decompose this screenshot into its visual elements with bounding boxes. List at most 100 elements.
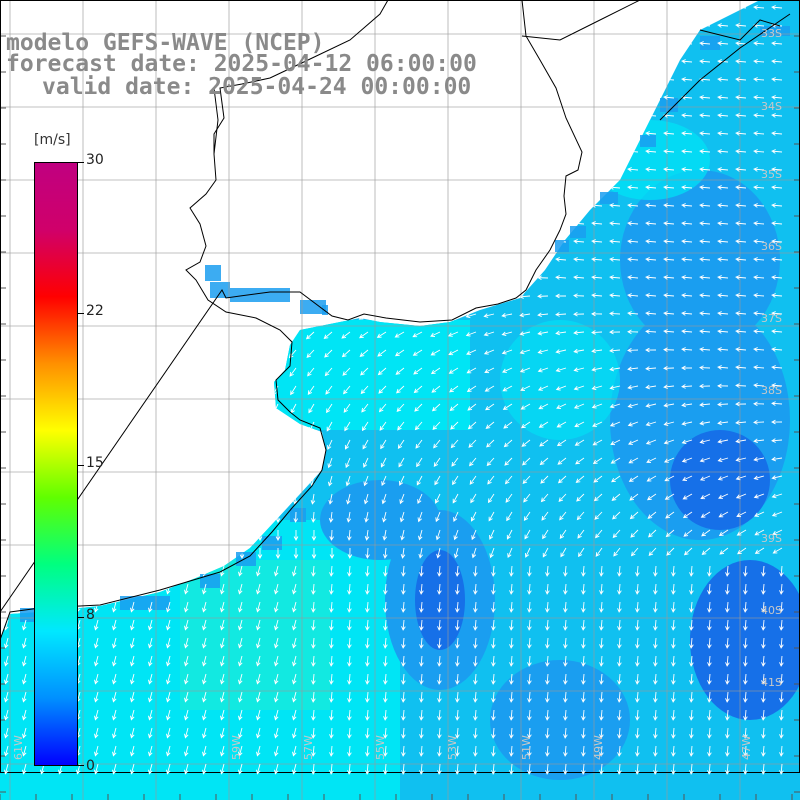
wind-arrow <box>520 403 531 410</box>
wind-arrow <box>202 745 207 757</box>
wind-arrow <box>181 295 189 305</box>
wind-arrow <box>339 223 351 228</box>
wind-arrow <box>699 185 711 190</box>
wind-arrow <box>291 421 297 433</box>
wind-arrow <box>232 223 243 230</box>
wind-arrow <box>77 458 83 469</box>
wind-arrow <box>599 727 604 739</box>
wind-arrow <box>329 637 334 649</box>
wind-arrow <box>131 530 137 541</box>
wind-arrow <box>573 185 585 190</box>
wind-arrow <box>627 311 639 316</box>
wind-arrow <box>321 223 333 228</box>
wind-arrow <box>112 637 117 649</box>
latitude-label: 40S <box>761 604 782 617</box>
wind-arrow <box>527 673 532 685</box>
colorbar-tick-mark <box>78 465 84 466</box>
wind-arrow <box>743 745 748 757</box>
wind-arrow <box>106 151 117 158</box>
wind-arrow <box>699 203 711 208</box>
wind-arrow <box>131 421 137 433</box>
wind-arrow <box>653 691 658 703</box>
wind-arrow <box>112 619 117 631</box>
wind-arrow <box>327 475 333 487</box>
wind-arrow <box>22 727 27 739</box>
wind-arrow <box>682 511 693 519</box>
wind-arrow <box>627 77 639 82</box>
wind-arrow <box>681 421 693 426</box>
wind-arrow <box>671 565 676 577</box>
wind-arrow <box>753 59 765 64</box>
wind-arrow <box>144 241 153 250</box>
wind-arrow <box>69 5 81 10</box>
wind-arrow <box>779 565 784 577</box>
wind-arrow <box>617 655 622 667</box>
wind-arrow <box>743 691 748 703</box>
wind-arrow <box>141 115 153 120</box>
wind-arrow <box>573 275 585 280</box>
wind-arrow <box>555 23 567 28</box>
wind-arrow <box>339 241 351 247</box>
wind-arrow <box>737 547 747 555</box>
wind-arrow <box>617 637 622 649</box>
wind-arrow <box>560 547 567 558</box>
wind-arrow <box>563 601 568 613</box>
wind-arrow <box>653 601 658 613</box>
wind-arrow <box>185 548 191 559</box>
wind-arrow <box>771 203 783 208</box>
wind-arrow <box>527 745 532 757</box>
wind-arrow <box>488 511 495 522</box>
wind-arrow <box>22 763 27 775</box>
wind-arrow <box>491 763 496 775</box>
wind-arrow <box>339 149 351 154</box>
wind-arrow <box>365 547 370 559</box>
wind-arrow <box>254 385 261 396</box>
wind-arrow <box>519 95 531 100</box>
wind-arrow <box>671 745 676 757</box>
wind-arrow <box>303 186 315 192</box>
wind-arrow <box>5 368 11 379</box>
wind-arrow <box>591 385 603 391</box>
wind-arrow <box>725 655 730 667</box>
wind-arrow <box>321 167 333 173</box>
wind-arrow <box>202 691 207 703</box>
wind-arrow <box>609 293 621 298</box>
wind-arrow <box>290 385 297 396</box>
wind-arrow <box>184 691 189 703</box>
wind-arrow <box>465 239 477 245</box>
wind-arrow <box>376 331 387 338</box>
wind-arrow <box>22 637 27 649</box>
wind-arrow <box>663 41 675 46</box>
wind-arrow <box>699 95 711 100</box>
wind-arrow <box>94 637 99 649</box>
wind-arrow <box>627 95 639 100</box>
wind-arrow <box>393 41 405 46</box>
wind-arrow <box>509 583 514 595</box>
wind-arrow <box>753 239 765 244</box>
wind-arrow <box>473 601 478 613</box>
wind-arrow <box>147 331 153 342</box>
wind-arrow <box>771 167 783 172</box>
wind-arrow <box>509 655 514 667</box>
wind-arrow <box>612 511 621 520</box>
wind-arrow <box>23 458 29 469</box>
wind-arrow <box>23 476 29 487</box>
wind-arrow <box>717 113 729 118</box>
wind-arrow <box>321 204 333 210</box>
wind-arrow <box>382 511 387 523</box>
wind-arrow <box>112 655 117 667</box>
wind-arrow <box>653 745 658 757</box>
wind-arrow <box>159 151 171 157</box>
wind-arrow <box>761 601 766 613</box>
wind-arrow <box>94 691 99 703</box>
wind-arrow <box>449 385 459 393</box>
wind-arrow <box>112 709 117 721</box>
wind-arrow <box>357 167 369 172</box>
wind-arrow <box>203 494 209 505</box>
colorbar-tick-mark <box>78 162 84 163</box>
wind-arrow <box>527 619 532 631</box>
wind-arrow <box>274 709 279 721</box>
wind-arrow <box>433 457 441 467</box>
wind-arrow <box>599 745 604 757</box>
wind-arrow <box>525 547 531 558</box>
